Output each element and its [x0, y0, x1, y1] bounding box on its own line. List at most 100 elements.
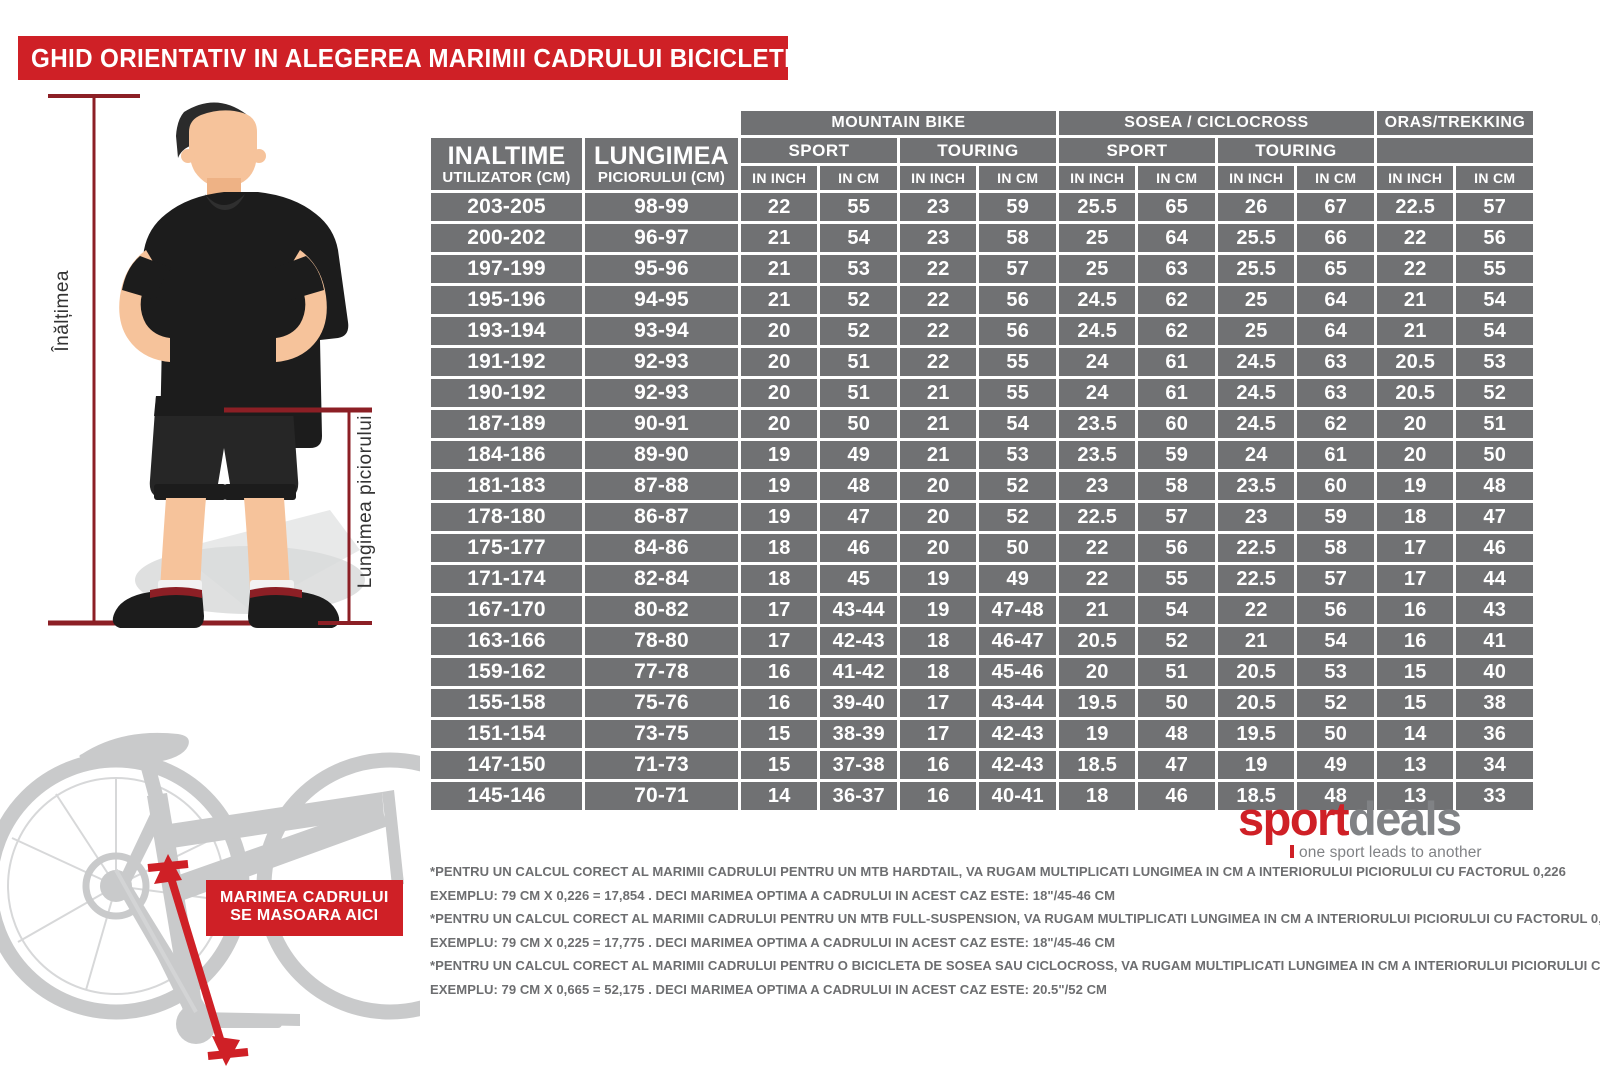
cell-frame-size: 41-42 [820, 658, 897, 686]
rowhead-inseam: LUNGIMEA PICIORULUI (CM) [584, 138, 738, 190]
cell-frame-size: 23 [899, 224, 977, 252]
table-row: 193-194 93-94 20 52 22 56 24.5 62 25 64 21 54 [431, 317, 1533, 345]
cell-frame-size: 24.5 [1058, 317, 1136, 345]
cell-frame-size: 24 [1058, 379, 1136, 407]
cell-height-range: 155-158 [431, 689, 582, 717]
cell-frame-size: 21 [899, 441, 977, 469]
cell-frame-size: 20 [740, 379, 818, 407]
cell-frame-size: 53 [979, 441, 1056, 469]
cell-height-range: 190-192 [431, 379, 582, 407]
cell-frame-size: 61 [1138, 348, 1215, 376]
cell-frame-size: 20 [740, 317, 818, 345]
cell-frame-size: 48 [820, 472, 897, 500]
cell-frame-size: 26 [1217, 193, 1295, 221]
unit-header: IN INCH [740, 166, 818, 190]
cell-frame-size: 48 [1456, 472, 1533, 500]
cell-frame-size: 21 [740, 255, 818, 283]
unit-header: IN CM [820, 166, 897, 190]
cell-frame-size: 19 [1376, 472, 1454, 500]
frame-measure-callout: MARIMEA CADRULUI SE MASOARA AICI [206, 880, 403, 936]
cell-frame-size: 21 [740, 224, 818, 252]
cell-frame-size: 54 [979, 410, 1056, 438]
cell-frame-size: 52 [820, 286, 897, 314]
cell-frame-size: 16 [740, 658, 818, 686]
cell-frame-size: 19 [740, 472, 818, 500]
cell-frame-size: 18 [899, 658, 977, 686]
cell-frame-size: 55 [979, 379, 1056, 407]
cell-frame-size: 66 [1297, 224, 1374, 252]
table-head: MOUNTAIN BIKE SOSEA / CICLOCROSS ORAS/TR… [431, 111, 1533, 190]
unit-header: IN INCH [1058, 166, 1136, 190]
cell-frame-size: 25 [1217, 317, 1295, 345]
cell-frame-size: 51 [820, 379, 897, 407]
cell-frame-size: 25 [1058, 224, 1136, 252]
logo-tagline-wrap: one sport leads to another [1238, 844, 1538, 862]
cell-frame-size: 22 [899, 255, 977, 283]
cell-frame-size: 22.5 [1376, 193, 1454, 221]
cell-frame-size: 19 [899, 565, 977, 593]
cell-frame-size: 15 [1376, 689, 1454, 717]
cell-frame-size: 19 [899, 596, 977, 624]
cell-frame-size: 42-43 [820, 627, 897, 655]
cell-frame-size: 19.5 [1217, 720, 1295, 748]
cell-frame-size: 40-41 [979, 782, 1056, 810]
cell-frame-size: 22 [899, 286, 977, 314]
footnotes: *PENTRU UN CALCUL CORECT AL MARIMII CADR… [430, 864, 1600, 1005]
frame-measure-arrow [147, 854, 249, 1066]
cell-height-range: 151-154 [431, 720, 582, 748]
cell-height-range: 191-192 [431, 348, 582, 376]
cell-frame-size: 21 [740, 286, 818, 314]
cell-frame-size: 22 [899, 348, 977, 376]
footnote-line: *PENTRU UN CALCUL CORECT AL MARIMII CADR… [430, 958, 1600, 973]
category-mountain-bike: MOUNTAIN BIKE [740, 111, 1056, 135]
cell-frame-size: 21 [899, 410, 977, 438]
cell-frame-size: 62 [1297, 410, 1374, 438]
unit-header-row: IN INCH IN CM IN INCH IN CM IN INCH IN C… [431, 166, 1533, 190]
cell-frame-size: 16 [899, 751, 977, 779]
cell-frame-size: 16 [899, 782, 977, 810]
cell-frame-size: 20 [1058, 658, 1136, 686]
cell-frame-size: 53 [1297, 658, 1374, 686]
cell-frame-size: 43-44 [820, 596, 897, 624]
cell-height-range: 184-186 [431, 441, 582, 469]
cell-frame-size: 23 [1217, 503, 1295, 531]
logo-word-sport: sport [1238, 792, 1350, 845]
cell-frame-size: 13 [1376, 782, 1454, 810]
cell-inseam-range: 92-93 [584, 348, 738, 376]
cell-frame-size: 17 [1376, 565, 1454, 593]
cell-frame-size: 50 [1138, 689, 1215, 717]
cell-frame-size: 61 [1138, 379, 1215, 407]
cell-frame-size: 20.5 [1217, 689, 1295, 717]
unit-header: IN CM [1138, 166, 1215, 190]
rowhead-height-main: INALTIME [447, 141, 566, 170]
cell-frame-size: 36-37 [820, 782, 897, 810]
cell-frame-size: 17 [1376, 534, 1454, 562]
sport-deals-logo: sportdeals one sport leads to another [1238, 795, 1538, 862]
table-row: 190-192 92-93 20 51 21 55 24 61 24.5 63 20.5 52 [431, 379, 1533, 407]
cell-frame-size: 22.5 [1058, 503, 1136, 531]
cell-frame-size: 17 [899, 689, 977, 717]
cell-inseam-range: 78-80 [584, 627, 738, 655]
table-row: 191-192 92-93 20 51 22 55 24 61 24.5 63 20.5 53 [431, 348, 1533, 376]
table-row: 203-205 98-99 22 55 23 59 25.5 65 26 67 22.5 57 [431, 193, 1533, 221]
cell-inseam-range: 71-73 [584, 751, 738, 779]
logo-word-deals: deals [1348, 792, 1462, 845]
cell-frame-size: 62 [1138, 286, 1215, 314]
subcategory-mtb-sport: SPORT [740, 138, 897, 163]
cell-frame-size: 47-48 [979, 596, 1056, 624]
cell-frame-size: 23 [899, 193, 977, 221]
rowhead-height-sub: UTILIZATOR (CM) [442, 168, 571, 186]
unit-header: IN CM [1456, 166, 1533, 190]
cell-frame-size: 57 [1297, 565, 1374, 593]
cell-frame-size: 49 [820, 441, 897, 469]
cell-frame-size: 25.5 [1217, 224, 1295, 252]
cell-frame-size: 51 [820, 348, 897, 376]
cell-height-range: 178-180 [431, 503, 582, 531]
cell-frame-size: 52 [1138, 627, 1215, 655]
cell-height-range: 167-170 [431, 596, 582, 624]
cell-frame-size: 60 [1297, 472, 1374, 500]
footnote-line: EXEMPLU: 79 CM X 0,225 = 17,775 . DECI M… [430, 934, 1116, 950]
cell-frame-size: 21 [1376, 317, 1454, 345]
cell-frame-size: 23.5 [1058, 441, 1136, 469]
